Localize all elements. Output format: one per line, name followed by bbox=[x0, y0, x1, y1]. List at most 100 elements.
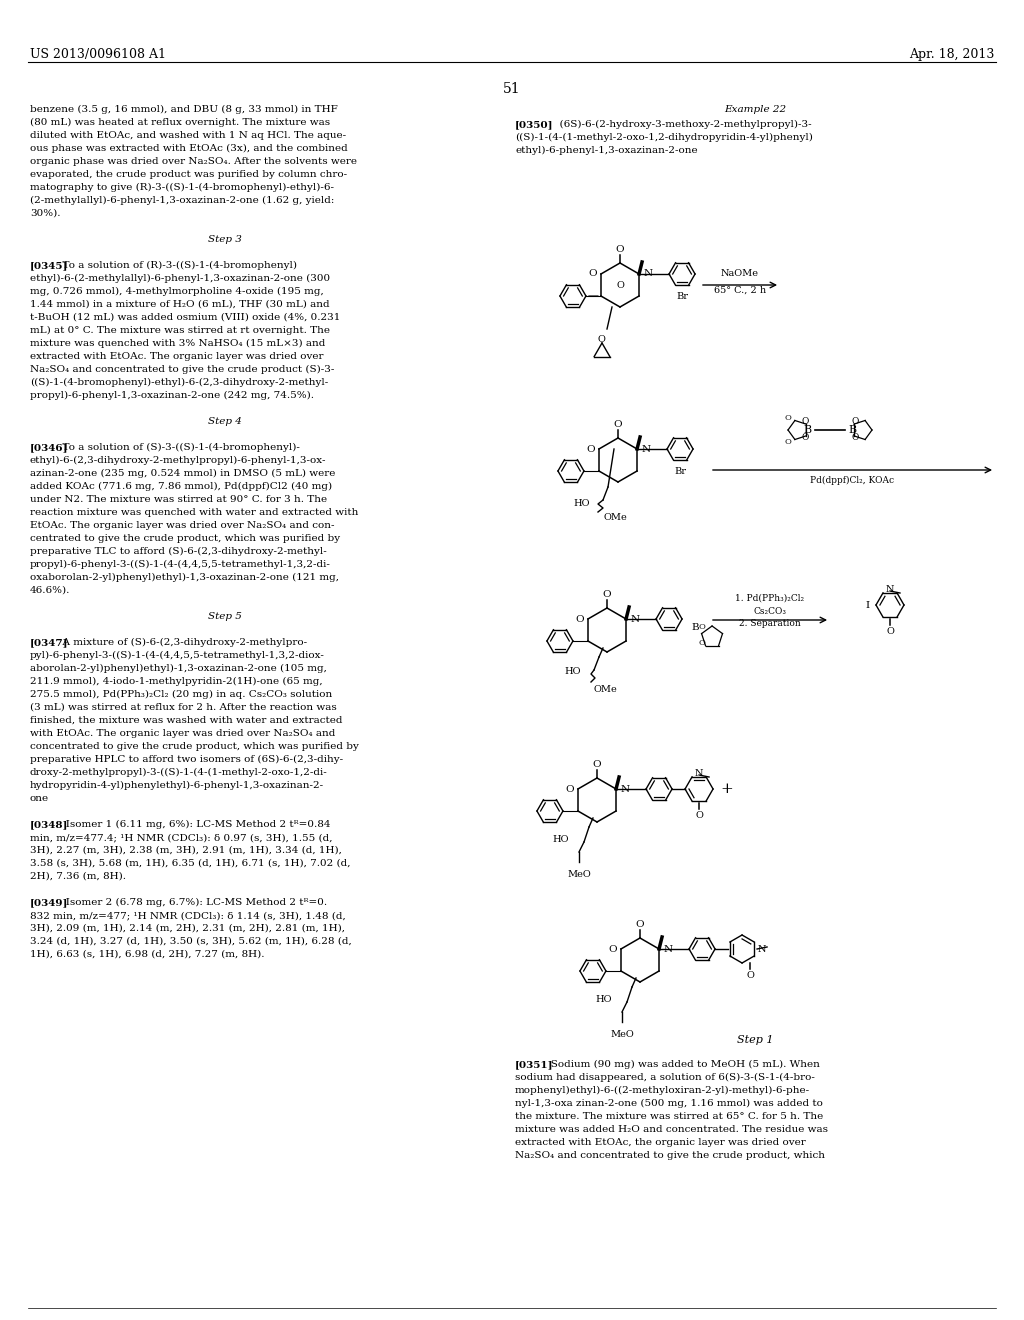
Text: To a solution of (R)-3-((S)-1-(4-bromophenyl): To a solution of (R)-3-((S)-1-(4-bromoph… bbox=[56, 261, 297, 271]
Text: O: O bbox=[886, 627, 894, 636]
Text: N: N bbox=[758, 945, 767, 953]
Text: extracted with EtOAc, the organic layer was dried over: extracted with EtOAc, the organic layer … bbox=[515, 1138, 806, 1147]
Text: mophenyl)ethyl)-6-((2-methyloxiran-2-yl)-methyl)-6-phe-: mophenyl)ethyl)-6-((2-methyloxiran-2-yl)… bbox=[515, 1086, 810, 1096]
Text: 1H), 6.63 (s, 1H), 6.98 (d, 2H), 7.27 (m, 8H).: 1H), 6.63 (s, 1H), 6.98 (d, 2H), 7.27 (m… bbox=[30, 950, 264, 960]
Text: ethyl)-6-(2-methylallyl)-6-phenyl-1,3-oxazinan-2-one (300: ethyl)-6-(2-methylallyl)-6-phenyl-1,3-ox… bbox=[30, 275, 330, 282]
Text: O: O bbox=[802, 433, 809, 442]
Text: propyl)-6-phenyl-1,3-oxazinan-2-one (242 mg, 74.5%).: propyl)-6-phenyl-1,3-oxazinan-2-one (242… bbox=[30, 391, 314, 400]
Text: 3H), 2.27 (m, 3H), 2.38 (m, 3H), 2.91 (m, 1H), 3.34 (d, 1H),: 3H), 2.27 (m, 3H), 2.38 (m, 3H), 2.91 (m… bbox=[30, 846, 342, 855]
Text: propyl)-6-phenyl-3-((S)-1-(4-(4,4,5,5-tetramethyl-1,3,2-di-: propyl)-6-phenyl-3-((S)-1-(4-(4,4,5,5-te… bbox=[30, 560, 331, 569]
Text: MeO: MeO bbox=[610, 1030, 634, 1039]
Text: N: N bbox=[886, 585, 894, 594]
Text: O: O bbox=[603, 590, 611, 599]
Text: droxy-2-methylpropyl)-3-((S)-1-(4-(1-methyl-2-oxo-1,2-di-: droxy-2-methylpropyl)-3-((S)-1-(4-(1-met… bbox=[30, 768, 328, 777]
Text: To a solution of (S)-3-((S)-1-(4-bromophenyl)-: To a solution of (S)-3-((S)-1-(4-bromoph… bbox=[56, 444, 300, 453]
Text: Isomer 2 (6.78 mg, 6.7%): LC-MS Method 2 tᴿ=0.: Isomer 2 (6.78 mg, 6.7%): LC-MS Method 2… bbox=[56, 898, 328, 907]
Text: 3.58 (s, 3H), 5.68 (m, 1H), 6.35 (d, 1H), 6.71 (s, 1H), 7.02 (d,: 3.58 (s, 3H), 5.68 (m, 1H), 6.35 (d, 1H)… bbox=[30, 859, 350, 869]
Text: added KOAc (771.6 mg, 7.86 mmol), Pd(dppf)Cl2 (40 mg): added KOAc (771.6 mg, 7.86 mmol), Pd(dpp… bbox=[30, 482, 332, 491]
Text: under N2. The mixture was stirred at 90° C. for 3 h. The: under N2. The mixture was stirred at 90°… bbox=[30, 495, 327, 504]
Text: finished, the mixture was washed with water and extracted: finished, the mixture was washed with wa… bbox=[30, 715, 342, 725]
Text: ((S)-1-(4-(1-methyl-2-oxo-1,2-dihydropyridin-4-yl)phenyl): ((S)-1-(4-(1-methyl-2-oxo-1,2-dihydropyr… bbox=[515, 133, 813, 143]
Text: Example 22: Example 22 bbox=[724, 106, 786, 114]
Text: Step 5: Step 5 bbox=[208, 612, 242, 620]
Text: the mixture. The mixture was stirred at 65° C. for 5 h. The: the mixture. The mixture was stirred at … bbox=[515, 1111, 823, 1121]
Text: mixture was quenched with 3% NaHSO₄ (15 mL×3) and: mixture was quenched with 3% NaHSO₄ (15 … bbox=[30, 339, 326, 348]
Text: US 2013/0096108 A1: US 2013/0096108 A1 bbox=[30, 48, 166, 61]
Text: Step 1: Step 1 bbox=[736, 1035, 773, 1045]
Text: ous phase was extracted with EtOAc (3x), and the combined: ous phase was extracted with EtOAc (3x),… bbox=[30, 144, 348, 153]
Text: min, m/z=477.4; ¹H NMR (CDCl₃): δ 0.97 (s, 3H), 1.55 (d,: min, m/z=477.4; ¹H NMR (CDCl₃): δ 0.97 (… bbox=[30, 833, 333, 842]
Text: 1.44 mmol) in a mixture of H₂O (6 mL), THF (30 mL) and: 1.44 mmol) in a mixture of H₂O (6 mL), T… bbox=[30, 300, 330, 309]
Text: reaction mixture was quenched with water and extracted with: reaction mixture was quenched with water… bbox=[30, 508, 358, 517]
Text: O: O bbox=[851, 417, 859, 426]
Text: HO: HO bbox=[564, 668, 581, 676]
Text: [0346]: [0346] bbox=[30, 444, 69, 451]
Text: O: O bbox=[695, 810, 703, 820]
Text: O: O bbox=[851, 433, 859, 442]
Text: [0349]: [0349] bbox=[30, 898, 69, 907]
Text: pyl)-6-phenyl-3-((S)-1-(4-(4,4,5,5-tetramethyl-1,3,2-diox-: pyl)-6-phenyl-3-((S)-1-(4-(4,4,5,5-tetra… bbox=[30, 651, 325, 660]
Text: OMe: OMe bbox=[594, 685, 617, 694]
Text: [0345]: [0345] bbox=[30, 261, 69, 271]
Text: hydropyridin-4-yl)phenylethyl)-6-phenyl-1,3-oxazinan-2-: hydropyridin-4-yl)phenylethyl)-6-phenyl-… bbox=[30, 781, 325, 791]
Text: I: I bbox=[866, 601, 870, 610]
Text: HO: HO bbox=[596, 995, 612, 1005]
Text: O: O bbox=[613, 420, 623, 429]
Text: A mixture of (S)-6-(2,3-dihydroxy-2-methylpro-: A mixture of (S)-6-(2,3-dihydroxy-2-meth… bbox=[56, 638, 307, 647]
Text: EtOAc. The organic layer was dried over Na₂SO₄ and con-: EtOAc. The organic layer was dried over … bbox=[30, 521, 335, 531]
Text: O: O bbox=[636, 920, 644, 929]
Text: O: O bbox=[589, 269, 597, 279]
Text: [0351]: [0351] bbox=[515, 1060, 554, 1069]
Text: with EtOAc. The organic layer was dried over Na₂SO₄ and: with EtOAc. The organic layer was dried … bbox=[30, 729, 336, 738]
Text: 46.6%).: 46.6%). bbox=[30, 586, 71, 595]
Text: 275.5 mmol), Pd(PPh₃)₂Cl₂ (20 mg) in aq. Cs₂CO₃ solution: 275.5 mmol), Pd(PPh₃)₂Cl₂ (20 mg) in aq.… bbox=[30, 690, 332, 700]
Text: N: N bbox=[664, 945, 672, 953]
Text: 1. Pd(PPh₃)₂Cl₂: 1. Pd(PPh₃)₂Cl₂ bbox=[735, 594, 805, 602]
Text: (80 mL) was heated at reflux overnight. The mixture was: (80 mL) was heated at reflux overnight. … bbox=[30, 117, 330, 127]
Text: concentrated to give the crude product, which was purified by: concentrated to give the crude product, … bbox=[30, 742, 358, 751]
Text: O: O bbox=[698, 623, 706, 631]
Text: B: B bbox=[691, 623, 698, 631]
Text: benzene (3.5 g, 16 mmol), and DBU (8 g, 33 mmol) in THF: benzene (3.5 g, 16 mmol), and DBU (8 g, … bbox=[30, 106, 338, 114]
Text: mixture was added H₂O and concentrated. The residue was: mixture was added H₂O and concentrated. … bbox=[515, 1125, 828, 1134]
Text: O: O bbox=[616, 281, 624, 289]
Text: [0348]: [0348] bbox=[30, 820, 69, 829]
Text: preparative HPLC to afford two isomers of (6S)-6-(2,3-dihy-: preparative HPLC to afford two isomers o… bbox=[30, 755, 343, 764]
Text: Step 3: Step 3 bbox=[208, 235, 242, 244]
Text: matography to give (R)-3-((S)-1-(4-bromophenyl)-ethyl)-6-: matography to give (R)-3-((S)-1-(4-bromo… bbox=[30, 183, 334, 193]
Text: O: O bbox=[565, 784, 573, 793]
Text: Pd(dppf)Cl₂, KOAc: Pd(dppf)Cl₂, KOAc bbox=[810, 475, 895, 484]
Text: 51: 51 bbox=[503, 82, 521, 96]
Text: Sodium (90 mg) was added to MeOH (5 mL). When: Sodium (90 mg) was added to MeOH (5 mL).… bbox=[541, 1060, 820, 1069]
Text: O: O bbox=[575, 615, 584, 623]
Text: (2-methylallyl)-6-phenyl-1,3-oxazinan-2-one (1.62 g, yield:: (2-methylallyl)-6-phenyl-1,3-oxazinan-2-… bbox=[30, 195, 335, 205]
Text: ethyl)-6-phenyl-1,3-oxazinan-2-one: ethyl)-6-phenyl-1,3-oxazinan-2-one bbox=[515, 147, 697, 156]
Text: 211.9 mmol), 4-iodo-1-methylpyridin-2(1H)-one (65 mg,: 211.9 mmol), 4-iodo-1-methylpyridin-2(1H… bbox=[30, 677, 323, 686]
Text: Step 4: Step 4 bbox=[208, 417, 242, 426]
Text: t-BuOH (12 mL) was added osmium (VIII) oxide (4%, 0.231: t-BuOH (12 mL) was added osmium (VIII) o… bbox=[30, 313, 340, 322]
Text: preparative TLC to afford (S)-6-(2,3-dihydroxy-2-methyl-: preparative TLC to afford (S)-6-(2,3-dih… bbox=[30, 546, 327, 556]
Text: Br: Br bbox=[676, 292, 688, 301]
Text: nyl-1,3-oxa zinan-2-one (500 mg, 1.16 mmol) was added to: nyl-1,3-oxa zinan-2-one (500 mg, 1.16 mm… bbox=[515, 1100, 823, 1107]
Text: ethyl)-6-(2,3-dihydroxy-2-methylpropyl)-6-phenyl-1,3-ox-: ethyl)-6-(2,3-dihydroxy-2-methylpropyl)-… bbox=[30, 455, 327, 465]
Text: one: one bbox=[30, 795, 49, 803]
Text: 65° C., 2 h: 65° C., 2 h bbox=[714, 285, 766, 294]
Text: O: O bbox=[608, 945, 616, 953]
Text: Na₂SO₄ and concentrated to give the crude product, which: Na₂SO₄ and concentrated to give the crud… bbox=[515, 1151, 825, 1160]
Text: (6S)-6-(2-hydroxy-3-methoxy-2-methylpropyl)-3-: (6S)-6-(2-hydroxy-3-methoxy-2-methylprop… bbox=[553, 120, 812, 129]
Text: B: B bbox=[804, 425, 812, 436]
Text: O: O bbox=[784, 414, 792, 422]
Text: evaporated, the crude product was purified by column chro-: evaporated, the crude product was purifi… bbox=[30, 170, 347, 180]
Text: +: + bbox=[721, 781, 733, 796]
Text: Br: Br bbox=[674, 467, 686, 477]
Text: 2H), 7.36 (m, 8H).: 2H), 7.36 (m, 8H). bbox=[30, 873, 126, 880]
Text: O: O bbox=[784, 438, 792, 446]
Text: O: O bbox=[615, 246, 625, 253]
Text: 30%).: 30%). bbox=[30, 209, 60, 218]
Text: O: O bbox=[587, 445, 595, 454]
Text: O: O bbox=[597, 335, 605, 345]
Text: sodium had disappeared, a solution of 6(S)-3-(S-1-(4-bro-: sodium had disappeared, a solution of 6(… bbox=[515, 1073, 815, 1082]
Text: HO: HO bbox=[573, 499, 590, 508]
Text: O: O bbox=[746, 972, 754, 979]
Text: [0347]: [0347] bbox=[30, 638, 69, 647]
